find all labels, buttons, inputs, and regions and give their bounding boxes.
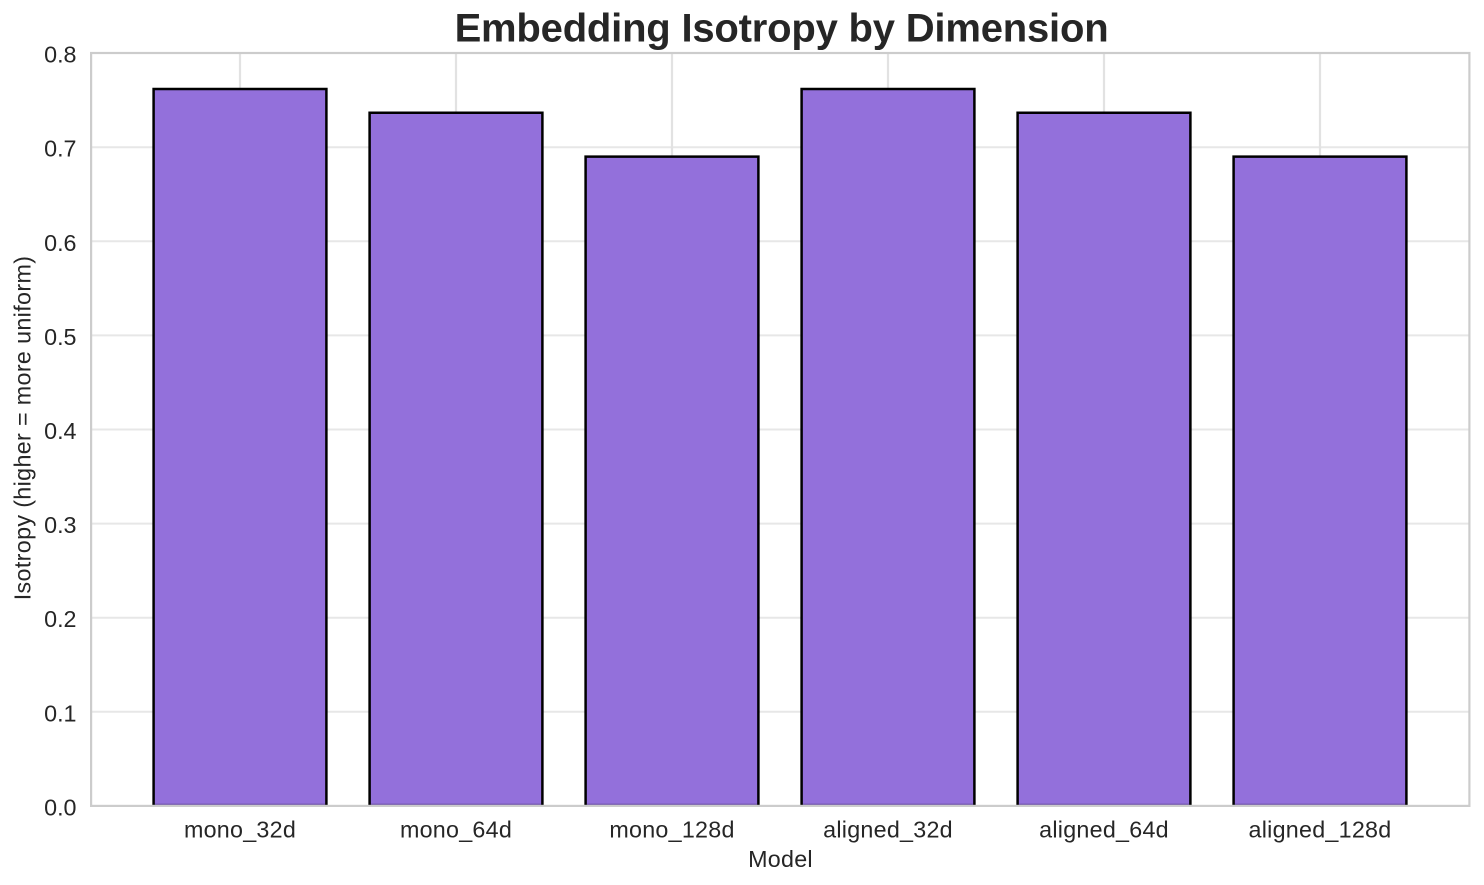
svg-text:0.7: 0.7 [44,136,76,162]
svg-text:Embedding Isotropy by Dimensio: Embedding Isotropy by Dimension [455,7,1109,51]
svg-text:0.8: 0.8 [44,42,76,68]
svg-text:Isotropy (higher = more unifor: Isotropy (higher = more uniform) [9,256,35,601]
svg-text:0.1: 0.1 [44,700,76,726]
svg-text:Model: Model [748,846,813,872]
svg-text:0.2: 0.2 [44,606,76,632]
svg-text:aligned_32d: aligned_32d [823,816,953,842]
svg-text:0.3: 0.3 [44,512,76,538]
svg-text:mono_128d: mono_128d [609,816,734,842]
svg-text:aligned_64d: aligned_64d [1039,816,1169,842]
svg-text:aligned_128d: aligned_128d [1249,816,1392,842]
svg-text:mono_64d: mono_64d [400,816,512,842]
svg-text:0.4: 0.4 [44,418,76,444]
svg-text:mono_32d: mono_32d [184,816,296,842]
svg-text:0.5: 0.5 [44,324,76,350]
svg-text:0.0: 0.0 [44,794,76,820]
svg-text:0.6: 0.6 [44,230,76,256]
